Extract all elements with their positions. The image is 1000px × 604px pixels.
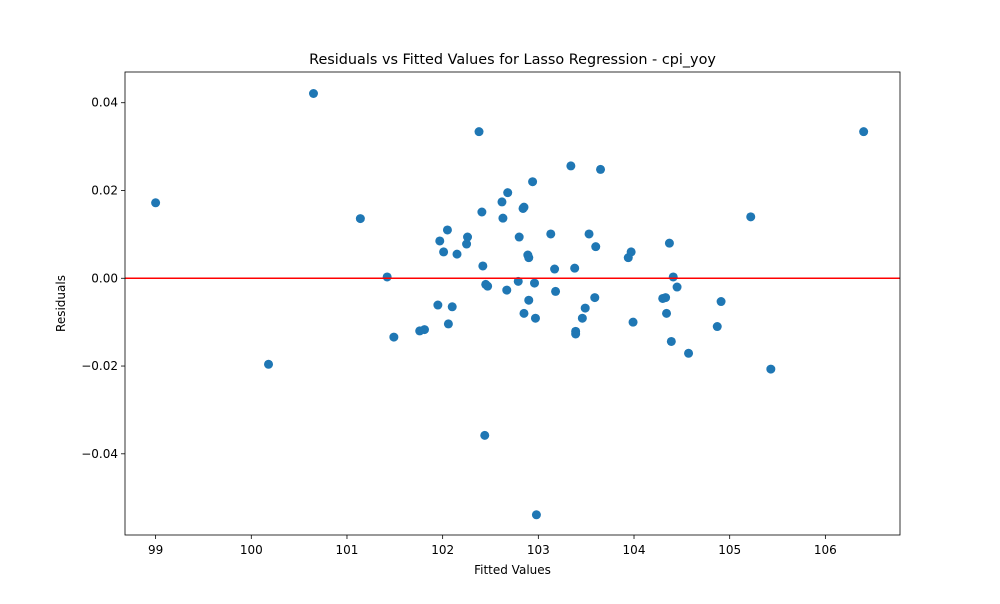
scatter-point bbox=[528, 177, 538, 187]
y-tick-label: −0.04 bbox=[81, 447, 118, 461]
x-tick-label: 99 bbox=[148, 543, 163, 557]
scatter-point bbox=[447, 302, 457, 312]
scatter-point bbox=[577, 313, 587, 323]
scatter-point bbox=[550, 264, 560, 274]
scatter-point bbox=[712, 322, 722, 332]
scatter-point bbox=[151, 198, 161, 208]
scatter-point bbox=[664, 238, 674, 248]
plot-frame bbox=[124, 71, 901, 536]
scatter-point bbox=[477, 207, 487, 217]
scatter-point bbox=[419, 325, 429, 335]
y-axis-ticks: −0.04 −0.02 0.00 0.02 0.04 bbox=[81, 96, 125, 461]
scatter-point bbox=[546, 229, 556, 239]
y-axis-label: Residuals bbox=[54, 275, 68, 332]
points-layer bbox=[151, 89, 869, 520]
x-tick-label: 106 bbox=[814, 543, 837, 557]
x-tick-label: 105 bbox=[718, 543, 741, 557]
scatter-point bbox=[859, 127, 869, 137]
scatter-point bbox=[514, 232, 524, 242]
scatter-point bbox=[264, 359, 274, 369]
y-tick-label: 0.04 bbox=[91, 96, 118, 110]
scatter-point bbox=[308, 89, 318, 99]
x-tick-label: 103 bbox=[527, 543, 550, 557]
scatter-point bbox=[433, 300, 443, 310]
scatter-point bbox=[435, 236, 445, 246]
scatter-point bbox=[626, 247, 636, 257]
scatter-point bbox=[531, 510, 541, 520]
scatter-point bbox=[551, 286, 561, 296]
scatter-point bbox=[480, 430, 490, 440]
x-tick-label: 101 bbox=[336, 543, 359, 557]
scatter-point bbox=[590, 293, 600, 303]
x-tick-label: 102 bbox=[431, 543, 454, 557]
scatter-point bbox=[524, 253, 534, 263]
scatter-point bbox=[389, 332, 399, 342]
scatter-point bbox=[355, 214, 365, 224]
scatter-point bbox=[746, 212, 756, 222]
scatter-point bbox=[502, 285, 512, 295]
chart-title: Residuals vs Fitted Values for Lasso Reg… bbox=[309, 52, 716, 68]
scatter-point bbox=[766, 364, 776, 374]
scatter-point bbox=[530, 278, 540, 288]
scatter-point bbox=[716, 297, 726, 307]
scatter-point bbox=[463, 232, 473, 242]
scatter-point bbox=[628, 317, 638, 327]
scatter-point bbox=[530, 313, 540, 323]
scatter-point bbox=[382, 272, 392, 282]
scatter-point bbox=[666, 336, 676, 346]
y-tick-label: −0.02 bbox=[81, 359, 118, 373]
x-axis-ticks: 99 100 101 102 103 104 105 106 bbox=[148, 535, 837, 557]
scatter-point bbox=[443, 319, 453, 329]
scatter-point bbox=[570, 263, 580, 273]
scatter-point bbox=[498, 213, 508, 223]
scatter-point bbox=[668, 272, 678, 282]
scatter-point bbox=[584, 229, 594, 239]
scatter-point bbox=[661, 293, 671, 303]
scatter-point bbox=[596, 164, 606, 174]
scatter-point bbox=[497, 197, 507, 207]
scatter-point bbox=[571, 329, 581, 339]
scatter-point bbox=[478, 261, 488, 271]
x-axis-label: Fitted Values bbox=[474, 563, 551, 577]
scatter-point bbox=[439, 247, 449, 257]
scatter-point bbox=[662, 308, 672, 318]
x-tick-label: 104 bbox=[623, 543, 646, 557]
scatter-point bbox=[513, 276, 523, 286]
scatter-point bbox=[462, 239, 472, 249]
scatter-point bbox=[672, 282, 682, 292]
y-tick-label: 0.00 bbox=[91, 271, 118, 285]
y-tick-label: 0.02 bbox=[91, 183, 118, 197]
scatter-point bbox=[519, 202, 529, 212]
x-tick-label: 100 bbox=[240, 543, 263, 557]
scatter-point bbox=[503, 188, 513, 198]
scatter-point bbox=[580, 303, 590, 313]
scatter-point bbox=[452, 249, 462, 259]
scatter-point bbox=[474, 127, 484, 137]
scatter-point bbox=[591, 242, 601, 252]
scatter-point bbox=[519, 308, 529, 318]
scatter-point bbox=[566, 161, 576, 171]
scatter-point bbox=[524, 295, 534, 305]
scatter-point bbox=[684, 348, 694, 358]
scatter-point bbox=[483, 281, 493, 291]
scatter-point bbox=[442, 225, 452, 235]
